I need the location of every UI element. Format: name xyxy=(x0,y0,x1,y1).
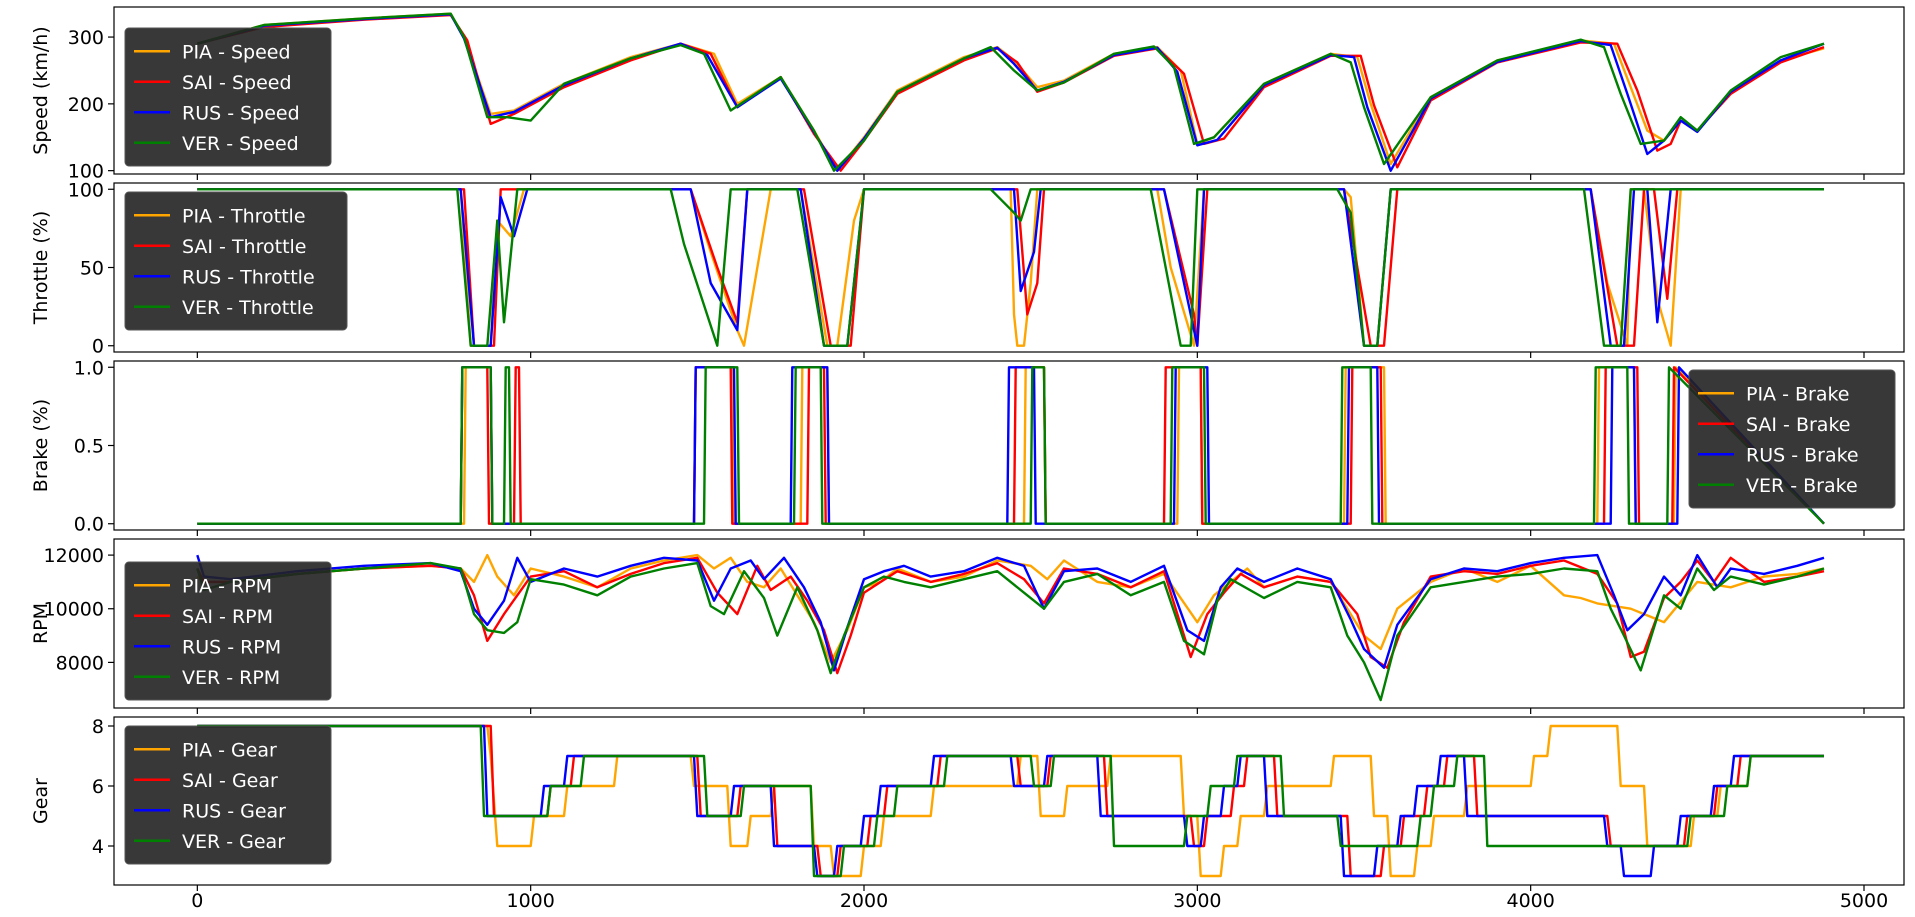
brake-series-ver xyxy=(197,366,1825,525)
speed-legend-label-pia: PIA - Speed xyxy=(182,41,291,63)
panel-throttle: 0 50 100 Throttle (%) PIA - Throttle SAI - Th… xyxy=(30,179,1905,358)
throttle-ylabel: Throttle (%) xyxy=(30,211,52,325)
gear-series-sai xyxy=(197,724,1824,878)
speed-legend: PIA - Speed SAI - Speed RUS - Speed VER - S… xyxy=(124,27,332,167)
brake-legend-label-pia: PIA - Brake xyxy=(1746,383,1850,405)
gear-legend-label-sai: SAI - Gear xyxy=(182,770,278,792)
gear-series-pia xyxy=(197,724,1824,878)
brake-ytick-label: 0.5 xyxy=(74,436,104,458)
throttle-legend-label-rus: RUS - Throttle xyxy=(182,266,315,288)
brake-series-sai xyxy=(197,366,1825,525)
speed-frame xyxy=(113,6,1905,175)
gear-legend-label-pia: PIA - Gear xyxy=(182,739,277,761)
panel-speed: 100 200 300 Speed (km/h) PIA - Speed SAI - Sp… xyxy=(30,6,1905,183)
rpm-legend-label-ver: VER - RPM xyxy=(182,667,280,689)
brake-legend-label-rus: RUS - Brake xyxy=(1746,444,1859,466)
speed-ylabel: Speed (km/h) xyxy=(30,26,52,154)
throttle-lines xyxy=(197,188,1824,347)
speed-series-rus xyxy=(196,13,1825,172)
throttle-legend-label-ver: VER - Throttle xyxy=(182,297,314,319)
speed-legend-label-ver: VER - Speed xyxy=(182,133,299,155)
throttle-ytick-label: 0 xyxy=(92,336,104,358)
speed-legend-box xyxy=(124,27,332,167)
gear-ylabel: Gear xyxy=(30,778,52,824)
rpm-legend: PIA - RPM SAI - RPM RUS - RPM VER - RPM xyxy=(124,561,332,701)
brake-legend-box xyxy=(1688,369,1896,509)
panel-brake: 0.0 0.5 1.0 Brake (%) PIA - Brake SAI - Brake… xyxy=(30,357,1905,536)
throttle-series-ver xyxy=(197,188,1824,347)
rpm-legend-label-rus: RUS - RPM xyxy=(182,636,281,658)
throttle-legend: PIA - Throttle SAI - Throttle RUS - Thrott… xyxy=(124,191,348,331)
rpm-legend-box xyxy=(124,561,332,701)
brake-series-pia xyxy=(197,366,1825,525)
xtick-label: 0 xyxy=(191,890,203,912)
xtick-label: 2000 xyxy=(840,890,888,912)
throttle-legend-label-sai: SAI - Throttle xyxy=(182,236,306,258)
brake-ytick-label: 0.0 xyxy=(74,514,104,536)
speed-legend-label-sai: SAI - Speed xyxy=(182,72,292,94)
brake-legend-label-sai: SAI - Brake xyxy=(1746,414,1850,436)
gear-legend-label-ver: VER - Gear xyxy=(182,831,285,853)
gear-legend-label-rus: RUS - Gear xyxy=(182,800,286,822)
rpm-legend-label-sai: SAI - RPM xyxy=(182,606,273,628)
brake-legend-label-ver: VER - Brake xyxy=(1746,475,1858,497)
throttle-series-pia xyxy=(197,188,1824,347)
gear-ytick-label: 6 xyxy=(92,776,104,798)
gear-ytick-label: 8 xyxy=(92,716,104,738)
xtick-label: 4000 xyxy=(1506,890,1554,912)
rpm-ylabel: RPM xyxy=(30,603,52,644)
brake-ylabel: Brake (%) xyxy=(30,399,52,492)
throttle-legend-box xyxy=(124,191,348,331)
brake-ytick-label: 1.0 xyxy=(74,357,104,379)
speed-ytick-label: 300 xyxy=(68,27,104,49)
speed-ytick-label: 100 xyxy=(68,161,104,183)
rpm-lines xyxy=(196,553,1825,702)
brake-legend: PIA - Brake SAI - Brake RUS - Brake VER - B… xyxy=(1688,369,1896,509)
rpm-series-sai xyxy=(196,556,1825,675)
throttle-legend-label-pia: PIA - Throttle xyxy=(182,205,306,227)
gear-series-ver xyxy=(197,724,1824,878)
rpm-series-rus xyxy=(196,553,1825,672)
throttle-ytick-label: 100 xyxy=(68,179,104,201)
speed-lines xyxy=(196,12,1825,172)
gear-frame xyxy=(113,716,1905,886)
rpm-ytick-label: 12000 xyxy=(44,545,104,567)
x-axis-labels: 0 1000 2000 3000 4000 5000 xyxy=(191,890,1888,912)
panel-rpm: 8000 10000 12000 RPM PIA - RPM SAI - RPM RUS -… xyxy=(30,538,1905,714)
rpm-ytick-label: 10000 xyxy=(44,599,104,621)
speed-legend-label-rus: RUS - Speed xyxy=(182,102,300,124)
gear-legend-box xyxy=(124,725,332,865)
panel-gear: 4 6 8 Gear PIA - Gear SAI - Gear RUS - Gear VER… xyxy=(30,716,1905,891)
gear-series-rus xyxy=(197,724,1824,878)
rpm-legend-label-pia: PIA - RPM xyxy=(182,575,272,597)
gear-lines xyxy=(197,724,1824,878)
rpm-frame xyxy=(113,538,1905,709)
rpm-ytick-label: 8000 xyxy=(56,652,104,674)
xtick-label: 1000 xyxy=(506,890,554,912)
rpm-series-ver xyxy=(196,561,1825,702)
brake-series-rus xyxy=(197,366,1825,525)
gear-legend: PIA - Gear SAI - Gear RUS - Gear VER - Gear xyxy=(124,725,332,865)
xtick-label: 5000 xyxy=(1840,890,1888,912)
speed-series-pia xyxy=(196,12,1825,172)
brake-lines xyxy=(197,366,1825,525)
speed-ytick-label: 200 xyxy=(68,94,104,116)
speed-series-sai xyxy=(197,13,1825,172)
xtick-label: 3000 xyxy=(1173,890,1221,912)
gear-ytick-label: 4 xyxy=(92,836,104,858)
throttle-ytick-label: 50 xyxy=(80,258,104,280)
speed-series-ver xyxy=(196,12,1825,172)
